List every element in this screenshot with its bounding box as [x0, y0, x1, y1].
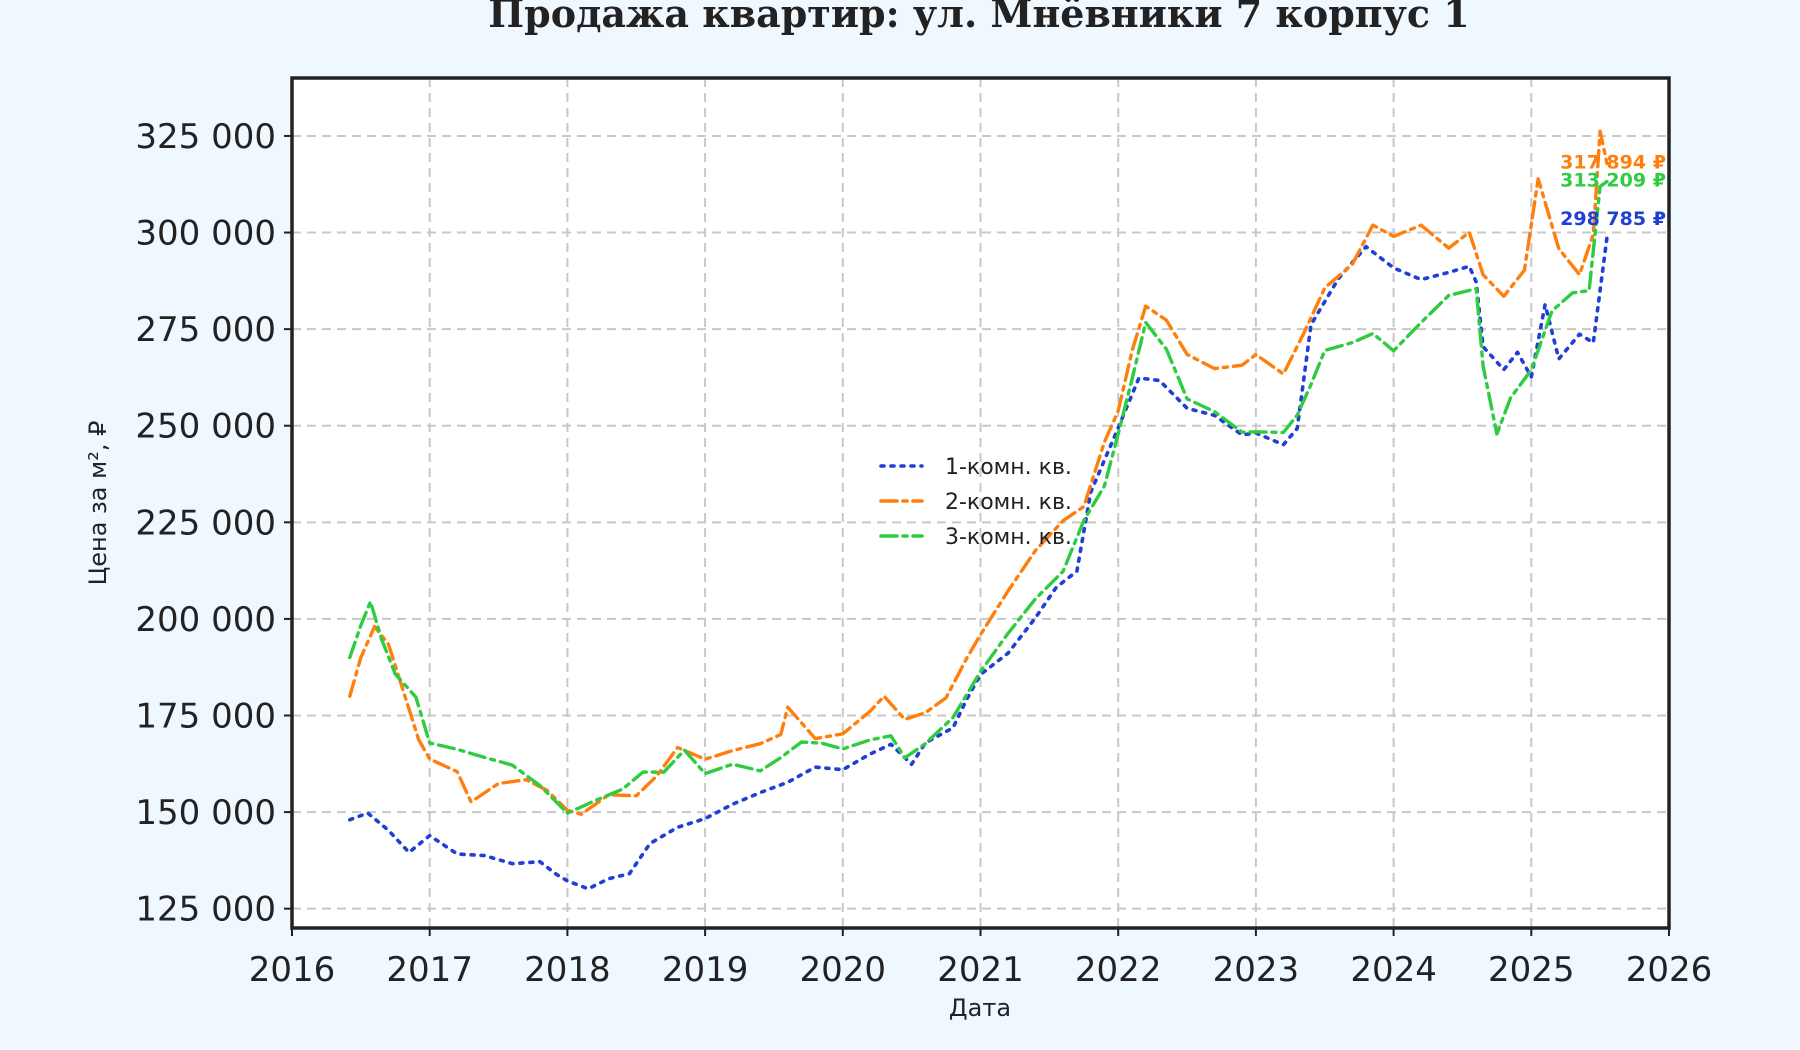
x-tick-label: 2018 [524, 950, 611, 990]
series-line-2 [348, 129, 1609, 816]
series-end-label-2: 317 894 ₽ [1560, 151, 1666, 173]
series-end-label-1: 298 785 ₽ [1560, 208, 1666, 230]
x-tick-label: 2025 [1488, 950, 1575, 990]
x-tick-label: 2021 [937, 950, 1024, 990]
series-lines [348, 129, 1609, 891]
x-tick-label: 2026 [1626, 950, 1713, 990]
x-axis-label: Дата [949, 994, 1011, 1022]
series-line-3 [348, 179, 1609, 815]
chart-title: Продажа квартир: ул. Мнёвники 7 корпус 1 [488, 0, 1469, 36]
y-tick-label: 325 000 [135, 117, 276, 157]
y-tick-label: 125 000 [135, 890, 276, 930]
x-tick-label: 2016 [249, 950, 336, 990]
x-tick-label: 2019 [662, 950, 749, 990]
series-line-1 [348, 235, 1609, 891]
y-tick-label: 150 000 [135, 793, 276, 833]
y-axis-ticks: 125 000 150 000 175 000 200 000 225 000 250 0… [135, 117, 292, 930]
legend: 1-комн. кв. 2-комн. кв. 3-комн. кв. [879, 455, 1072, 550]
legend-label-2: 2-комн. кв. [945, 490, 1072, 515]
x-axis-ticks: 2016 2017 2018 2019 2020 2021 2022 2023 2024 2025… [249, 928, 1713, 990]
y-tick-label: 175 000 [135, 697, 276, 737]
x-tick-label: 2023 [1213, 950, 1300, 990]
x-tick-label: 2022 [1075, 950, 1162, 990]
x-tick-label: 2017 [386, 950, 473, 990]
y-tick-label: 275 000 [135, 310, 276, 350]
y-axis-label: Цена за м², ₽ [84, 421, 112, 586]
legend-label-3: 3-комн. кв. [945, 525, 1072, 550]
legend-label-1: 1-комн. кв. [945, 455, 1072, 480]
end-labels: 298 785 ₽ 317 894 ₽313 209 ₽ [1560, 151, 1666, 230]
y-tick-label: 300 000 [135, 214, 276, 254]
grid [292, 78, 1669, 928]
y-tick-label: 225 000 [135, 503, 276, 543]
x-tick-label: 2024 [1350, 950, 1437, 990]
series-end-label-3: 313 209 ₽ [1560, 170, 1666, 192]
x-tick-label: 2020 [800, 950, 887, 990]
y-tick-label: 250 000 [135, 407, 276, 447]
y-tick-label: 200 000 [135, 600, 276, 640]
